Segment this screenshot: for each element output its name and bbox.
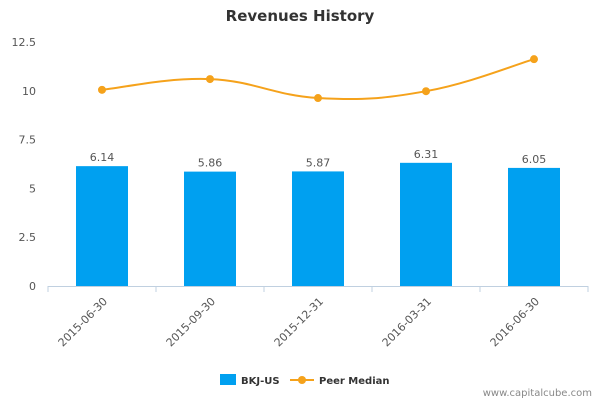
y-tick-label: 0 [29,280,36,293]
x-tick-label: 2016-06-30 [488,295,542,349]
axes [47,286,589,292]
peer-median-point-2015-09-30 [206,75,214,84]
bar-2016-06-30 [508,167,560,286]
bar-label-2015-06-30: 6.14 [90,151,115,164]
peer-median-point-2016-03-31 [422,87,430,96]
bar-label-2015-12-31: 5.87 [306,156,331,169]
x-tick-label: 2015-06-30 [56,295,110,349]
peer-median-line [101,58,535,101]
bar-2015-12-31 [292,171,344,286]
peer-median-point-2015-06-30 [98,85,106,94]
peer-median-point-2015-12-31 [314,94,322,103]
x-tick-label: 2015-09-30 [164,295,218,349]
bar-data-labels: 6.14 5.86 5.87 6.31 6.05 [90,148,547,170]
legend: BKJ-US Peer Median [220,374,390,387]
chart-title: Revenues History [226,7,375,25]
y-tick-label: 10 [22,85,36,98]
peer-median-point-2016-06-30 [530,55,538,64]
x-axis-ticks: 2015-06-30 2015-09-30 2015-12-31 2016-03-31… [56,295,542,349]
bar-2015-06-30 [76,166,128,286]
bar-2015-09-30 [184,171,236,286]
bar-label-2016-06-30: 6.05 [522,153,547,166]
bar-series [76,162,560,286]
y-tick-label: 7.5 [19,134,37,147]
y-tick-label: 2.5 [19,231,37,244]
y-tick-label: 12.5 [12,36,37,49]
peer-median-series [98,55,538,103]
x-tick-label: 2015-12-31 [272,295,326,349]
y-axis-ticks: 0 2.5 5 7.5 10 12.5 [12,36,37,293]
legend-swatch-bkj-us [220,374,236,385]
x-tick-label: 2016-03-31 [380,295,434,349]
watermark: www.capitalcube.com [483,388,592,399]
legend-label-peer-median: Peer Median [319,376,390,387]
legend-label-bkj-us: BKJ-US [241,376,280,387]
bar-label-2015-09-30: 5.86 [198,157,223,170]
bar-2016-03-31 [400,162,452,286]
legend-marker-peer-median [298,376,306,384]
bar-label-2016-03-31: 6.31 [414,148,439,161]
y-tick-label: 5 [29,182,36,195]
